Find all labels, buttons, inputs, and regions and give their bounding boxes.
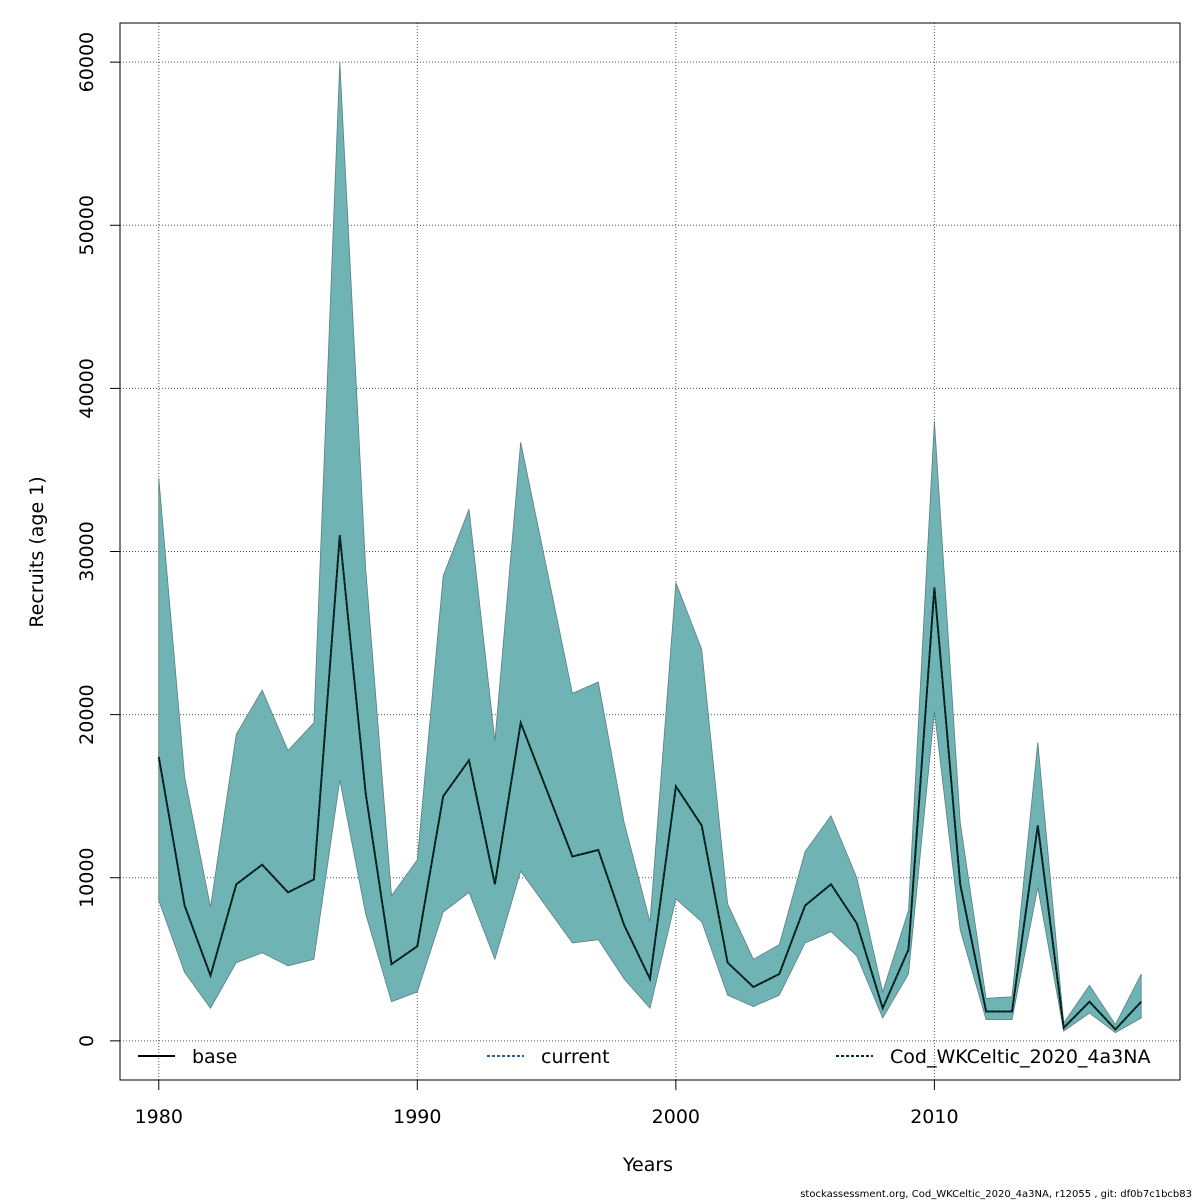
footer-credit: stockassessment.org, Cod_WKCeltic_2020_4…	[800, 1189, 1192, 1200]
legend: base current Cod_WKCeltic_2020_4a3NA	[138, 1046, 1150, 1068]
x-tick-label-2010: 2010	[910, 1106, 958, 1128]
x-tick-label-1980: 1980	[135, 1106, 183, 1128]
y-tick-label-20000: 20000	[76, 684, 98, 744]
legend-label-2: current	[541, 1046, 610, 1068]
y-tick-label-0: 0	[76, 1035, 98, 1047]
y-tick-label-60000: 60000	[76, 32, 98, 92]
legend-label-3: Cod_WKCeltic_2020_4a3NA	[890, 1046, 1150, 1068]
y-axis-ticks: 0 10000 20000 30000 40000 50000 60000	[76, 32, 120, 1047]
confidence-band-layer	[158, 62, 1142, 1034]
y-tick-label-10000: 10000	[76, 847, 98, 907]
y-tick-label-40000: 40000	[76, 358, 98, 418]
x-tick-label-1990: 1990	[393, 1106, 441, 1128]
confidence-band	[158, 62, 1142, 1034]
y-tick-label-50000: 50000	[76, 195, 98, 255]
x-axis-ticks: 1980 1990 2000 2010	[135, 1080, 959, 1128]
y-tick-label-30000: 30000	[76, 521, 98, 581]
y-axis-title: Recruits (age 1)	[26, 476, 48, 627]
series-line-1	[157, 535, 1142, 1031]
series-lines-layer	[157, 535, 1142, 1031]
legend-label-1: base	[192, 1046, 237, 1068]
x-axis-title: Years	[622, 1154, 673, 1176]
x-tick-label-2000: 2000	[652, 1106, 700, 1128]
